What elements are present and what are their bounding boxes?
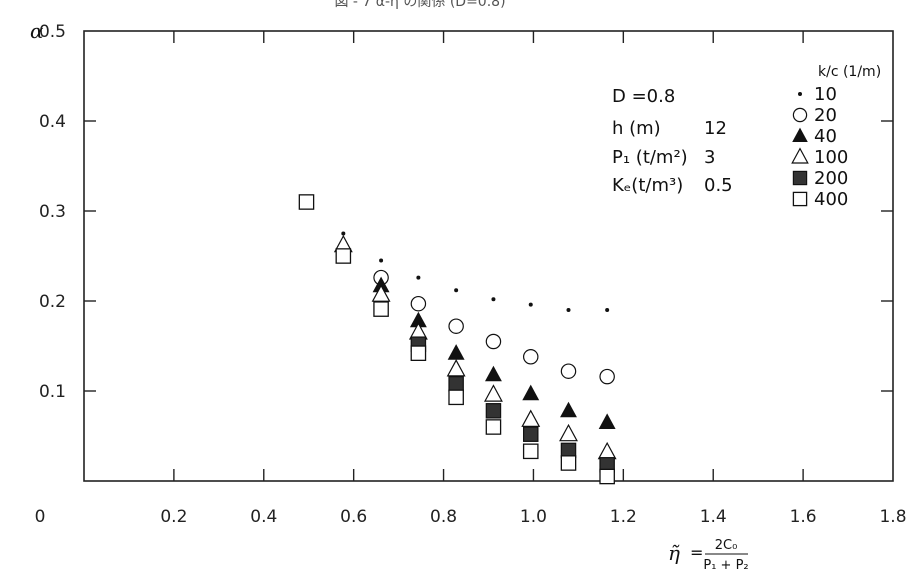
x-tick-label: 1.4 xyxy=(700,507,727,527)
x-axis-equals: = xyxy=(690,543,703,562)
parameter-label: P₁ (t/m²) xyxy=(612,147,688,168)
data-point-10 xyxy=(379,258,384,263)
axis-ticks xyxy=(84,31,893,481)
legend-marker xyxy=(792,170,808,186)
x-tick-label: 0 xyxy=(35,507,46,527)
data-point-10 xyxy=(416,275,421,280)
data-marks xyxy=(298,194,617,485)
data-point-20 xyxy=(599,368,615,385)
x-tick-label: 0.8 xyxy=(430,507,457,527)
data-point-20 xyxy=(522,349,539,365)
legend-marker xyxy=(791,147,809,164)
data-point-10 xyxy=(528,302,533,307)
data-point-400 xyxy=(599,468,615,485)
data-point-40 xyxy=(409,311,427,328)
data-point-400 xyxy=(522,443,539,460)
data-point-400 xyxy=(448,389,464,406)
data-point-400 xyxy=(485,419,502,435)
data-point-20 xyxy=(448,318,464,334)
data-point-200 xyxy=(448,376,464,392)
data-point-100 xyxy=(371,284,391,302)
data-point-100 xyxy=(597,441,617,460)
data-point-10 xyxy=(566,308,571,312)
data-point-400 xyxy=(373,301,389,317)
legend-label: 400 xyxy=(814,189,848,210)
x-tick-label: 1.2 xyxy=(610,507,637,527)
data-point-40 xyxy=(598,413,616,429)
y-axis-label: α xyxy=(30,19,44,43)
data-point-100 xyxy=(483,384,503,402)
data-point-40 xyxy=(447,344,465,360)
data-point-200 xyxy=(522,426,539,442)
y-tick-label: 0.3 xyxy=(39,202,66,222)
data-point-20 xyxy=(560,363,577,379)
legend-marker xyxy=(792,191,808,207)
parameter-label: h (m) xyxy=(612,118,661,139)
x-tick-labels: 0 0.2 0.4 0.6 0.8 1.0 1.2 1.4 1.6 1.8 xyxy=(35,507,907,527)
data-point-400 xyxy=(410,345,427,361)
parameter-annotations: D =0.8 h (m) 12 P₁ (t/m²) 3 Kₑ(t/m³) 0.5 xyxy=(612,86,733,196)
x-axis-denominator: P₁ + P₂ xyxy=(703,558,748,573)
data-point-40 xyxy=(484,365,502,382)
x-tick-label: 0.4 xyxy=(250,507,277,527)
data-point-10 xyxy=(341,231,346,236)
x-tick-label: 0.2 xyxy=(160,507,187,527)
plot-frame xyxy=(83,30,894,482)
y-tick-label: 0.5 xyxy=(39,22,66,42)
data-point-400 xyxy=(335,248,352,264)
x-axis-numerator: 2C₀ xyxy=(715,538,738,553)
data-point-10 xyxy=(454,288,459,293)
legend-label: 10 xyxy=(814,84,837,105)
legend-marker xyxy=(798,92,802,96)
legend-label: 100 xyxy=(814,147,848,168)
data-point-20 xyxy=(410,295,427,312)
legend-label: 20 xyxy=(814,105,837,126)
parameter-value: 3 xyxy=(704,147,715,168)
data-point-20 xyxy=(485,333,502,350)
y-tick-label: 0.4 xyxy=(39,112,66,132)
legend-marker xyxy=(792,127,808,142)
data-point-100 xyxy=(446,359,466,377)
parameter-label: Kₑ(t/m³) xyxy=(612,175,683,196)
data-point-10 xyxy=(491,297,496,302)
data-point-100 xyxy=(559,423,578,442)
data-point-10 xyxy=(605,308,610,312)
legend-label: 200 xyxy=(814,168,848,189)
x-axis-label: η̃ = 2C₀ P₁ + P₂ xyxy=(668,538,749,573)
parameter-value: 12 xyxy=(704,118,727,139)
y-tick-label: 0.2 xyxy=(39,292,66,312)
x-tick-label: 0.6 xyxy=(340,507,367,527)
data-point-400 xyxy=(298,194,315,210)
data-point-200 xyxy=(485,403,502,419)
legend-title: k/c (1/m) xyxy=(818,64,881,80)
data-point-40 xyxy=(560,401,577,418)
x-axis-symbol: η̃ xyxy=(668,541,680,565)
x-tick-label: 1.6 xyxy=(790,507,817,527)
chart-title-fragment: 図 - 7 α-η̃ の関係 (D=0.8) xyxy=(334,0,505,10)
y-tick-label: 0.1 xyxy=(39,382,66,402)
parameter-value: 0.5 xyxy=(704,175,733,196)
legend-marker xyxy=(792,107,808,123)
data-point-400 xyxy=(560,455,577,471)
data-point-40 xyxy=(522,384,540,401)
y-tick-labels: 0.1 0.2 0.3 0.4 0.5 xyxy=(39,22,66,402)
x-tick-label: 1.0 xyxy=(520,507,547,527)
legend-label: 40 xyxy=(814,126,837,147)
parameter-label: D =0.8 xyxy=(612,86,675,107)
x-tick-label: 1.8 xyxy=(879,507,906,527)
data-point-100 xyxy=(521,409,541,427)
